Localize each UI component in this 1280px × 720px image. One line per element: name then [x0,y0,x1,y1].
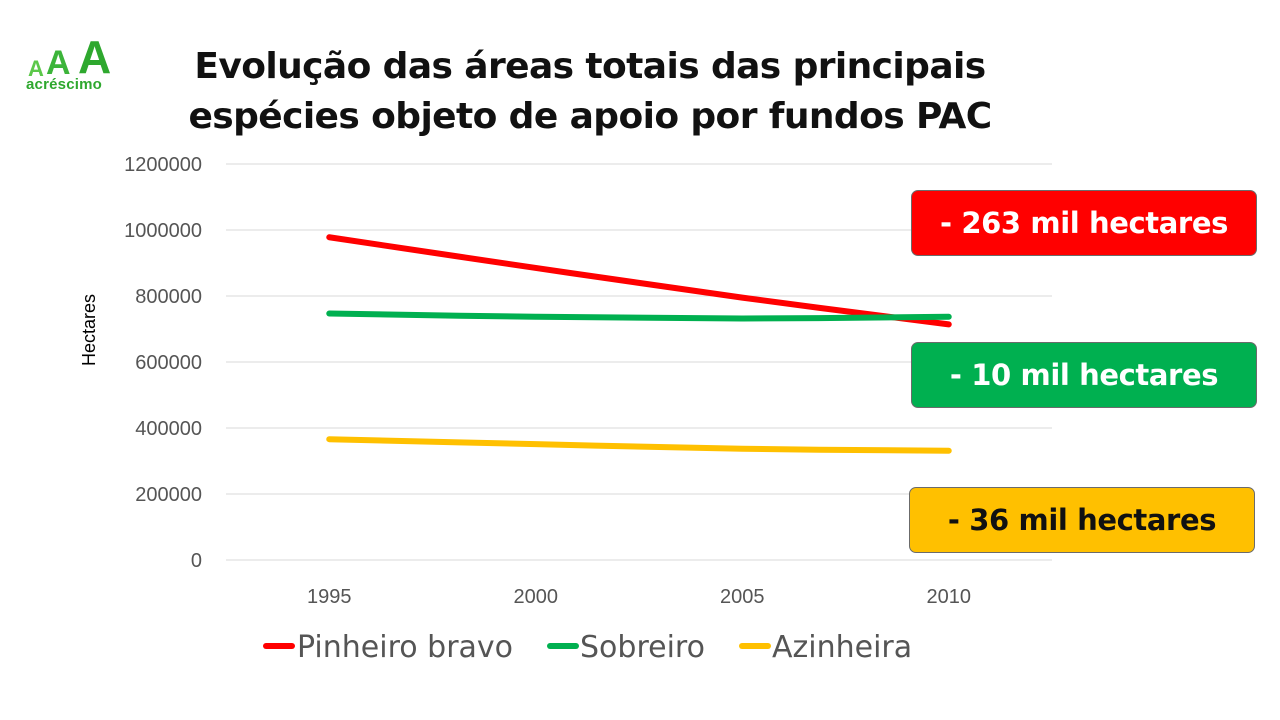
x-tick-label: 2010 [927,586,972,608]
series-line-azinheira [326,436,952,454]
x-tick-label: 2000 [514,586,559,608]
y-tick-label: 1000000 [124,220,202,242]
y-axis-ticks: 0 200000 400000 600000 800000 1000000 1200000 [124,154,202,572]
y-tick-label: 800000 [135,286,202,308]
legend: Pinheiro bravo Sobreiro Azinheira [263,630,912,665]
y-axis-label: Hectares [79,294,99,366]
series-lines [326,234,952,454]
y-tick-label: 600000 [135,352,202,374]
legend-label: Sobreiro [580,630,705,665]
x-axis-ticks: 1995 2000 2005 2010 [307,586,971,608]
logo-letter-small: A [28,56,44,81]
y-tick-label: 0 [191,550,202,572]
legend-label: Pinheiro bravo [297,630,513,665]
x-tick-label: 2005 [720,586,765,608]
callout-pinheiro-bravo: - 263 mil hectares [911,190,1257,256]
legend-label: Azinheira [772,630,912,665]
callout-sobreiro: - 10 mil hectares [911,342,1257,408]
logo-letter-large: A [78,31,112,83]
chart-title: Evolução das áreas totais das principais… [160,42,1020,142]
y-tick-label: 200000 [135,484,202,506]
chart-title-line-2: espécies objeto de apoio por fundos PAC [188,96,992,137]
series-line-pinheiro-bravo [326,234,952,328]
chart-title-line-1: Evolução das áreas totais das principais [194,46,986,87]
x-tick-label: 1995 [307,586,352,608]
logo-text: acréscimo [26,76,103,93]
series-line-sobreiro [326,310,952,322]
callout-azinheira: - 36 mil hectares [909,487,1255,553]
acrescimo-logo: A A A acréscimo [24,30,134,94]
y-tick-label: 400000 [135,418,202,440]
y-tick-label: 1200000 [124,154,202,176]
logo-letter-medium: A [46,44,71,82]
